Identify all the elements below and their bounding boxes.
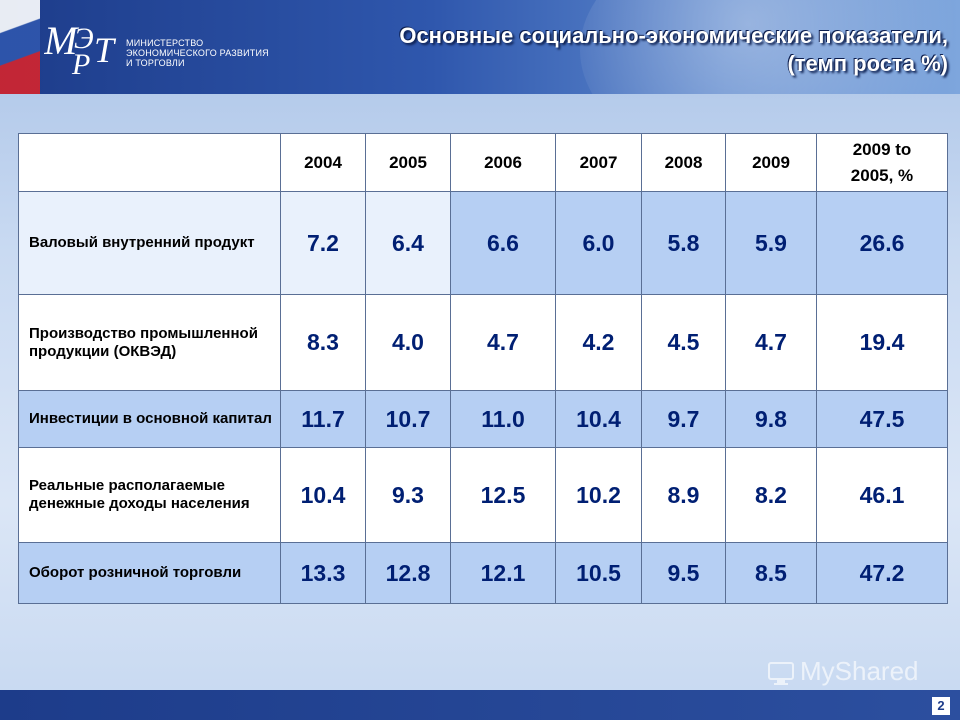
value-cell: 26.6	[816, 191, 948, 295]
value-cell: 12.8	[365, 542, 451, 604]
ministry-name-line: ЭКОНОМИЧЕСКОГО РАЗВИТИЯ	[126, 48, 269, 58]
header-change: 2009 to 2005, %	[816, 133, 948, 192]
value-cell: 19.4	[816, 294, 948, 391]
value-cell: 11.7	[280, 390, 366, 448]
header-change-line: 2005, %	[850, 165, 914, 185]
svg-text:Э: Э	[74, 22, 94, 55]
table-row: Валовый внутренний продукт 7.2 6.4 6.6 6…	[18, 191, 948, 295]
svg-text:Р: Р	[71, 48, 90, 78]
value-cell: 5.9	[725, 191, 817, 295]
value-cell: 7.2	[280, 191, 366, 295]
globe-decoration	[580, 0, 960, 94]
indicators-table: 2004 2005 2006 2007 2008 2009 2009 to 20…	[18, 133, 948, 604]
table-row: Оборот розничной торговли 13.3 12.8 12.1…	[18, 542, 948, 604]
myshared-watermark: MyShared	[766, 656, 919, 688]
value-cell: 8.5	[725, 542, 817, 604]
value-cell: 4.7	[450, 294, 556, 391]
value-cell: 8.2	[725, 447, 817, 543]
value-cell: 10.7	[365, 390, 451, 448]
slide-title-line2: (темп роста %)	[787, 51, 948, 76]
slide-footer	[0, 690, 960, 720]
slide-title: Основные социально-экономические показат…	[228, 22, 948, 78]
header-year: 2008	[641, 133, 726, 192]
page-number: 2	[932, 697, 950, 715]
value-cell: 47.2	[816, 542, 948, 604]
header-change-line: 2009 to	[852, 139, 912, 159]
monitor-icon	[768, 662, 794, 686]
ministry-logo: М Э Р Т	[44, 18, 117, 78]
svg-text:М: М	[44, 18, 80, 63]
header-empty-cell	[18, 133, 281, 192]
value-cell: 6.0	[555, 191, 642, 295]
header-year: 2006	[450, 133, 556, 192]
ministry-name-line: И ТОРГОВЛИ	[126, 58, 185, 68]
table-row: Производство промышленной продукции (ОКВ…	[18, 294, 948, 391]
value-cell: 12.5	[450, 447, 556, 543]
value-cell: 9.8	[725, 390, 817, 448]
value-cell: 12.1	[450, 542, 556, 604]
value-cell: 6.6	[450, 191, 556, 295]
value-cell: 4.7	[725, 294, 817, 391]
header-year: 2005	[365, 133, 451, 192]
row-label: Реальные располагаемые денежные доходы н…	[18, 447, 281, 543]
value-cell: 10.5	[555, 542, 642, 604]
value-cell: 11.0	[450, 390, 556, 448]
value-cell: 4.5	[641, 294, 726, 391]
value-cell: 10.4	[555, 390, 642, 448]
value-cell: 10.2	[555, 447, 642, 543]
header-year: 2007	[555, 133, 642, 192]
row-label: Инвестиции в основной капитал	[18, 390, 281, 448]
slide-title-line1: Основные социально-экономические показат…	[399, 23, 948, 48]
value-cell: 8.9	[641, 447, 726, 543]
table-row: Инвестиции в основной капитал 11.7 10.7 …	[18, 390, 948, 448]
slide-header: М Э Р Т МИНИСТЕРСТВО ЭКОНОМИЧЕСКОГО РАЗВ…	[0, 0, 960, 94]
value-cell: 6.4	[365, 191, 451, 295]
russian-flag-decoration	[0, 0, 40, 94]
value-cell: 46.1	[816, 447, 948, 543]
ministry-name: МИНИСТЕРСТВО ЭКОНОМИЧЕСКОГО РАЗВИТИЯ И Т…	[126, 38, 269, 68]
value-cell: 10.4	[280, 447, 366, 543]
value-cell: 9.3	[365, 447, 451, 543]
watermark-text: MyShared	[800, 656, 919, 686]
value-cell: 9.7	[641, 390, 726, 448]
row-label: Валовый внутренний продукт	[18, 191, 281, 295]
table-header-row: 2004 2005 2006 2007 2008 2009 2009 to 20…	[18, 133, 948, 192]
value-cell: 5.8	[641, 191, 726, 295]
header-year: 2004	[280, 133, 366, 192]
value-cell: 13.3	[280, 542, 366, 604]
ministry-name-line: МИНИСТЕРСТВО	[126, 38, 204, 48]
value-cell: 4.2	[555, 294, 642, 391]
row-label: Оборот розничной торговли	[18, 542, 281, 604]
value-cell: 8.3	[280, 294, 366, 391]
header-year: 2009	[725, 133, 817, 192]
row-label: Производство промышленной продукции (ОКВ…	[18, 294, 281, 391]
value-cell: 9.5	[641, 542, 726, 604]
value-cell: 4.0	[365, 294, 451, 391]
svg-text:Т: Т	[94, 30, 117, 70]
value-cell: 47.5	[816, 390, 948, 448]
table-row: Реальные располагаемые денежные доходы н…	[18, 447, 948, 543]
